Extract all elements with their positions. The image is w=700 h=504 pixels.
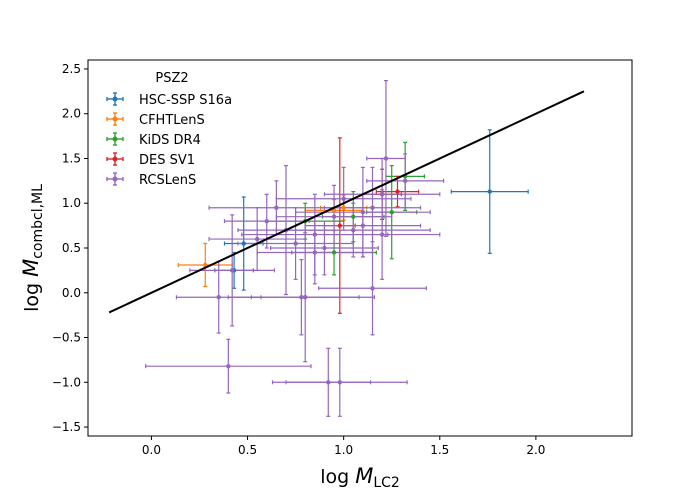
x-tick-label: 0.5 [238,443,257,457]
legend-marker-dot-des-sv1 [112,156,118,162]
legend-marker-dot-hsc-ssp-s16a [112,96,118,102]
legend-marker-dot-rcslens [112,176,118,182]
y-tick-label: 2.0 [62,107,81,121]
point-rcslens [370,205,375,210]
point-hsc-ssp-s16a [241,241,246,246]
point-rcslens [383,156,389,161]
legend-label-rcs: RCSLenS [139,173,196,188]
y-tick-label: 1.0 [62,196,81,210]
y-axis-label-prefix: log [21,277,43,312]
legend-marker-dot-kids-dr4 [112,136,118,142]
point-rcslens [370,286,375,291]
point-rcslens [402,178,408,184]
point-rcslens [216,295,221,300]
point-rcslens [331,214,337,219]
y-tick-label: −1.5 [52,420,81,434]
point-rcslens [341,196,346,201]
point-cfhtlens [341,205,346,210]
x-axis-label-prefix: log [320,466,355,488]
point-rcslens [264,218,269,224]
point-kids-dr4 [351,214,356,219]
legend-label-des: DES SV1 [139,153,195,168]
y-tick-label: 2.5 [62,62,81,76]
y-axis-label: log Mcombcl,ML [19,184,46,312]
point-rcslens [254,236,260,242]
point-rcslens [326,380,331,385]
legend-label-hsc: HSC-SSP S16a [139,93,232,108]
point-rcslens [226,363,231,369]
x-tick-label: 2.0 [526,443,545,457]
point-hsc-ssp-s16a [487,189,492,194]
point-rcslens [379,232,385,237]
point-rcslens [293,241,298,246]
y-tick-label: 0.0 [62,286,81,300]
y-tick-label: 1.5 [62,151,81,165]
point-kids-dr4 [331,250,337,255]
x-tick-label: 0.0 [142,443,161,457]
legend-marker-dot-cfhtlens [112,116,118,122]
point-rcslens [312,232,318,237]
point-rcslens [299,295,304,300]
y-tick-label: 0.5 [62,241,81,255]
reference-line-group [108,90,585,314]
point-rcslens [379,192,385,197]
plot-frame [87,59,633,437]
point-kids-dr4 [389,209,394,215]
y-tick-label: −0.5 [52,331,81,345]
point-rcslens [312,250,318,255]
point-rcslens [303,295,308,300]
x-axis-label-sub: LC2 [373,475,399,491]
x-tick-label: 1.5 [430,443,449,457]
legend-label-cfht: CFHTLenS [139,113,205,128]
legend-label-kids: KiDS DR4 [139,133,201,148]
y-ticks: −1.5 −1.0 −0.5 0.0 0.5 1.0 1.5 2.0 2.5 [52,62,88,434]
point-rcslens [351,227,356,233]
point-rcslens [337,380,343,385]
y-axis-label-var: M [19,259,43,277]
point-rcslens [360,223,366,228]
point-des-sv1 [337,223,343,228]
point-des-sv1 [395,189,400,194]
point-rcslens [274,205,279,210]
y-tick-label: −1.0 [52,375,81,389]
y-axis-label-sub: combcl,ML [30,184,46,259]
x-axis-label: log MLC2 [320,464,400,491]
point-rcslens [322,245,327,251]
legend-markers [106,92,124,186]
point-rcslens [360,209,366,215]
x-axis-label-var: M [355,464,373,488]
x-tick-label: 1.0 [334,443,353,457]
point-rcslens [229,268,235,273]
legend: PSZ2 HSC-SSP S16a CFHTLenS KiDS DR4 DES … [106,71,232,188]
legend-title: PSZ2 [155,71,188,86]
x-ticks: 0.0 0.5 1.0 1.5 2.0 [142,436,545,457]
data-points [203,156,492,385]
reference-line [108,90,585,314]
